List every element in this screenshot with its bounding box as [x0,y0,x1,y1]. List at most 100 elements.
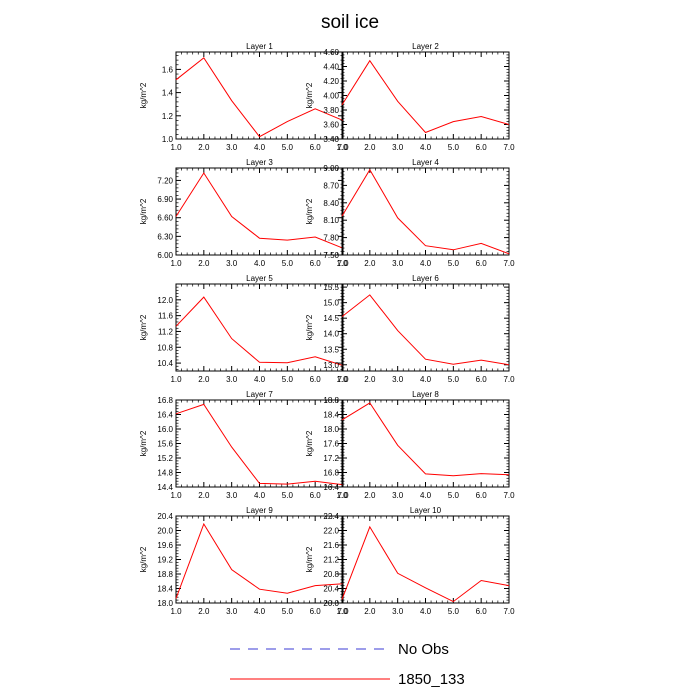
y-tick-label: 1.4 [162,89,174,98]
chart-title: soil ice [321,12,379,33]
x-tick-label: 4.0 [420,259,432,268]
x-tick-label: 6.0 [476,375,488,384]
x-tick-label: 5.0 [448,607,460,616]
x-tick-label: 2.0 [364,259,376,268]
x-tick-label: 5.0 [448,259,460,268]
panel-title: Layer 8 [412,390,439,399]
x-tick-label: 1.0 [336,607,348,616]
y-tick-label: 20.0 [323,599,339,608]
x-tick-label: 3.0 [226,491,238,500]
y-tick-label: 17.2 [323,454,339,463]
x-tick-label: 7.0 [337,375,349,384]
x-tick-label: 6.0 [476,607,488,616]
y-tick-label: 13.5 [323,345,339,354]
x-tick-label: 2.0 [364,607,376,616]
x-tick-label: 2.0 [198,491,210,500]
y-axis-label: kg/m^2 [305,314,314,340]
x-tick-label: 7.0 [337,607,349,616]
series-line-1850-133 [175,522,344,599]
y-tick-label: 16.4 [157,411,173,420]
y-tick-label: 20.8 [323,570,339,579]
y-tick-label: 4.20 [323,77,339,86]
x-tick-label: 3.0 [392,375,404,384]
y-tick-label: 3.60 [323,121,339,130]
panel-layer-5: Layer 5 1.0 2.0 3.0 4.0 5.0 6.0 7.0 10.4 10.8 11.2… [139,274,349,384]
x-tick-label: 2.0 [198,259,210,268]
panel-title: Layer 9 [246,506,273,515]
x-tick-label: 2.0 [364,491,376,500]
panel-layer-9: Layer 9 1.0 2.0 3.0 4.0 5.0 6.0 7.0 18.0 18.4 18.8… [139,506,349,616]
y-tick-label: 6.90 [157,195,173,204]
y-axis-label: kg/m^2 [305,546,314,572]
plot-frame [175,399,344,488]
x-tick-label: 1.0 [170,143,182,152]
panel-title: Layer 1 [246,42,273,51]
y-tick-label: 16.4 [323,483,339,492]
x-tick-label: 3.0 [392,491,404,500]
y-tick-label: 18.4 [157,585,173,594]
x-tick-label: 2.0 [198,143,210,152]
y-tick-label: 15.5 [323,283,339,292]
x-tick-label: 1.0 [170,607,182,616]
y-tick-label: 21.2 [323,556,339,565]
y-tick-label: 18.8 [157,570,173,579]
x-tick-label: 7.0 [337,259,349,268]
y-tick-label: 14.5 [323,314,339,323]
x-tick-label: 3.0 [392,607,404,616]
x-tick-label: 6.0 [476,143,488,152]
y-tick-label: 22.4 [323,512,339,521]
panel-layer-4: Layer 41.0 2.0 3.0 4.0 5.0 6.0 7.07.507.808.10… [305,158,515,268]
panel-title: Layer 6 [412,274,439,283]
y-tick-label: 15.2 [157,454,173,463]
plot-frame [341,515,510,604]
y-tick-label: 21.6 [323,541,339,550]
x-tick-label: 3.0 [392,143,404,152]
x-tick-label: 2.0 [198,375,210,384]
panel-title: Layer 2 [412,42,439,51]
y-axis-label: kg/m^2 [139,198,148,224]
y-tick-label: 7.80 [323,234,339,243]
x-tick-label: 7.0 [337,491,349,500]
x-tick-label: 2.0 [364,375,376,384]
panel-layer-6: Layer 6 1.0 2.0 3.0 4.0 5.0 6.0 7.0 13.0 13.5 14.0… [305,274,515,384]
x-tick-label: 5.0 [282,491,294,500]
y-tick-label: 17.6 [323,440,339,449]
y-tick-label: 15.6 [157,440,173,449]
panel-title: Layer 5 [246,274,273,283]
y-tick-label: 9.00 [323,164,339,173]
legend-label-no-obs: No Obs [398,641,449,658]
y-axis-label: kg/m^2 [305,430,314,456]
y-tick-label: 4.40 [323,63,339,72]
y-tick-label: 14.4 [157,483,173,492]
y-tick-label: 7.20 [157,176,173,185]
y-tick-label: 14.0 [323,330,339,339]
x-tick-label: 4.0 [420,375,432,384]
y-axis-label: kg/m^2 [139,82,148,108]
y-tick-label: 16.8 [323,469,339,478]
x-tick-label: 7.0 [503,259,515,268]
y-tick-label: 18.8 [323,396,339,405]
y-tick-label: 20.4 [323,585,339,594]
y-tick-label: 8.40 [323,199,339,208]
x-tick-label: 6.0 [310,491,322,500]
y-tick-label: 14.8 [157,469,173,478]
y-tick-label: 18.0 [323,425,339,434]
x-tick-label: 2.0 [198,607,210,616]
x-tick-label: 1.0 [336,143,348,152]
y-axis-label: kg/m^2 [305,198,314,224]
panel-title: Layer 7 [246,390,273,399]
x-tick-label: 7.0 [503,491,515,500]
x-tick-label: 6.0 [310,375,322,384]
x-tick-label: 6.0 [310,143,322,152]
x-tick-label: 1.0 [336,375,348,384]
x-tick-label: 2.0 [364,143,376,152]
panel-title: Layer 4 [412,158,439,167]
series-line-1850-133 [341,168,510,255]
x-tick-label: 7.0 [503,607,515,616]
legend-label-1850-133: 1850_133 [398,671,465,688]
y-tick-label: 12.0 [157,296,173,305]
x-tick-label: 5.0 [282,375,294,384]
y-tick-label: 16.0 [157,425,173,434]
y-tick-label: 6.00 [157,251,173,260]
